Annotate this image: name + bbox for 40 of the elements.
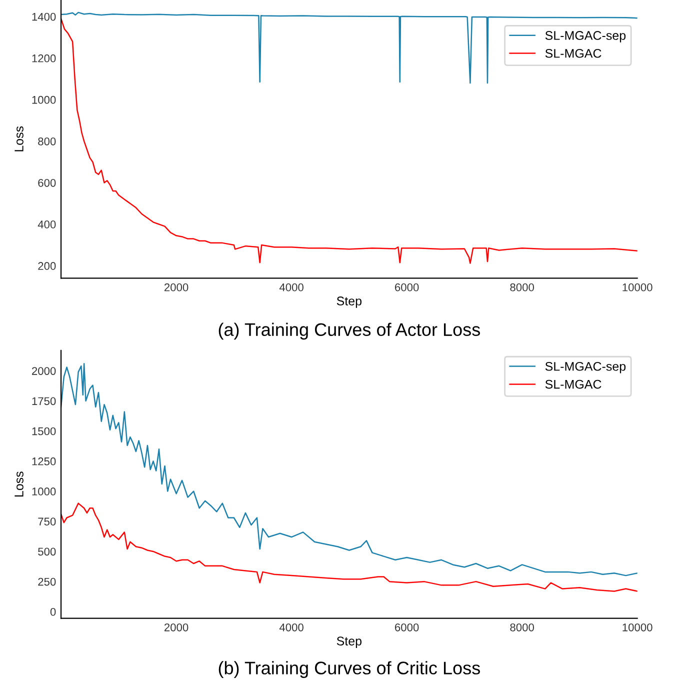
y-tick-label: 400 (38, 220, 56, 228)
y-tick-label: 1400 (32, 12, 56, 21)
text: (a) Training Curves of Actor Loss (218, 322, 480, 340)
text: (b) Training Curves of Critic Loss (218, 661, 480, 678)
legend-label: SL-MGAC (545, 380, 602, 389)
line-series (61, 502, 638, 592)
line-series (61, 12, 638, 84)
y-tick-label: 750 (38, 518, 56, 526)
x-tick-label: 6000 (395, 623, 419, 632)
line-series (61, 362, 638, 576)
y-tick-label: 0 (50, 608, 56, 616)
legend-label: SL-MGAC-sep (545, 31, 626, 42)
y-tick-label: 250 (38, 578, 56, 586)
line-series (61, 18, 638, 264)
x-tick-label: 10000 (622, 623, 652, 632)
y-tick-label: 1500 (32, 427, 56, 436)
x-tick-label: 6000 (395, 283, 419, 292)
y-tick-label: 600 (38, 178, 56, 187)
y-tick-label: 200 (38, 262, 56, 270)
y-tick-label: 800 (38, 137, 56, 146)
y-tick-label: 1000 (32, 96, 56, 104)
y-tick-label: 500 (38, 548, 56, 556)
legend-label: SL-MGAC-sep (545, 362, 626, 374)
x-tick-label: 4000 (279, 623, 304, 632)
y-tick-label: 1000 (32, 488, 56, 496)
x-axis-title: Step (336, 296, 362, 308)
x-tick-label: 8000 (510, 623, 534, 632)
x-tick-label: 2000 (164, 623, 188, 632)
x-tick-label: 8000 (510, 283, 534, 292)
y-tick-label: 1250 (32, 457, 56, 466)
y-axis-title: Loss (14, 472, 24, 497)
y-axis-title: Loss (14, 126, 24, 152)
legend-label: SL-MGAC (545, 48, 602, 58)
y-tick-label: 1200 (32, 54, 56, 62)
y-tick-label: 1750 (32, 397, 56, 406)
y-tick-label: 2000 (32, 367, 56, 375)
x-tick-label: 10000 (622, 283, 652, 292)
x-axis-title: Step (336, 636, 362, 648)
x-tick-label: 2000 (164, 283, 188, 292)
x-tick-label: 4000 (279, 283, 304, 292)
